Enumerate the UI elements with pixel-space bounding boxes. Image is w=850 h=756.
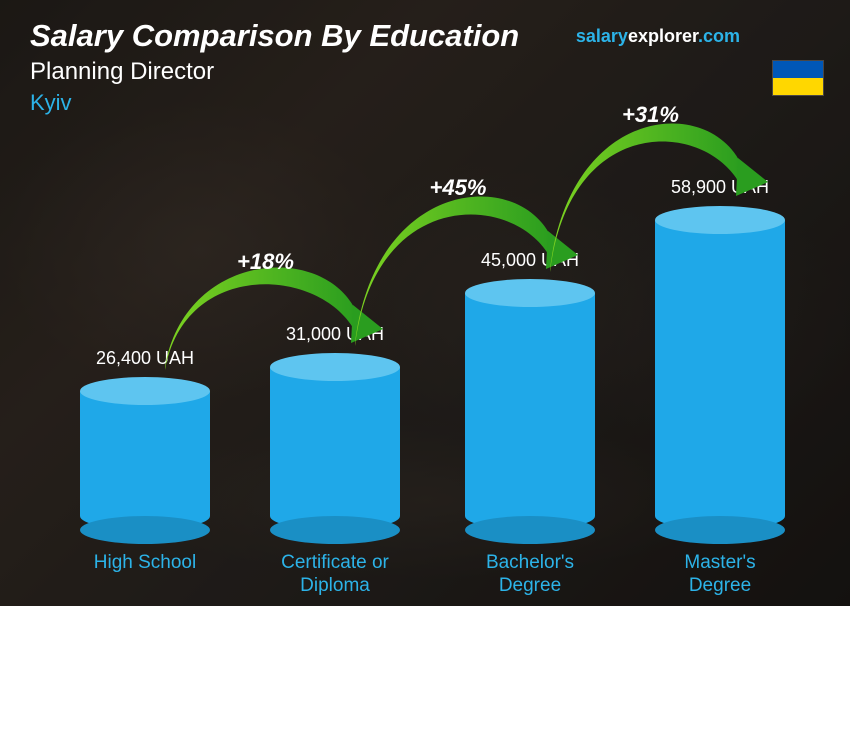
country-flag [772,60,824,96]
brand-part2: explorer [628,26,698,46]
flag-top-stripe [773,61,823,78]
chart-city: Kyiv [30,90,519,116]
brand-part3: .com [698,26,740,46]
header: Salary Comparison By Education Planning … [30,18,519,116]
bar-chart: 26,400 UAHHigh School31,000 UAHCertifica… [40,150,790,580]
chart-title: Salary Comparison By Education [30,18,519,54]
flag-bottom-stripe [773,78,823,95]
brand-part1: salary [576,26,628,46]
chart-subtitle: Planning Director [30,58,519,86]
chart-container: Salary Comparison By Education Planning … [0,0,850,606]
brand-logo: salaryexplorer.com [576,26,740,47]
percent-increase-label: +31% [622,102,679,128]
